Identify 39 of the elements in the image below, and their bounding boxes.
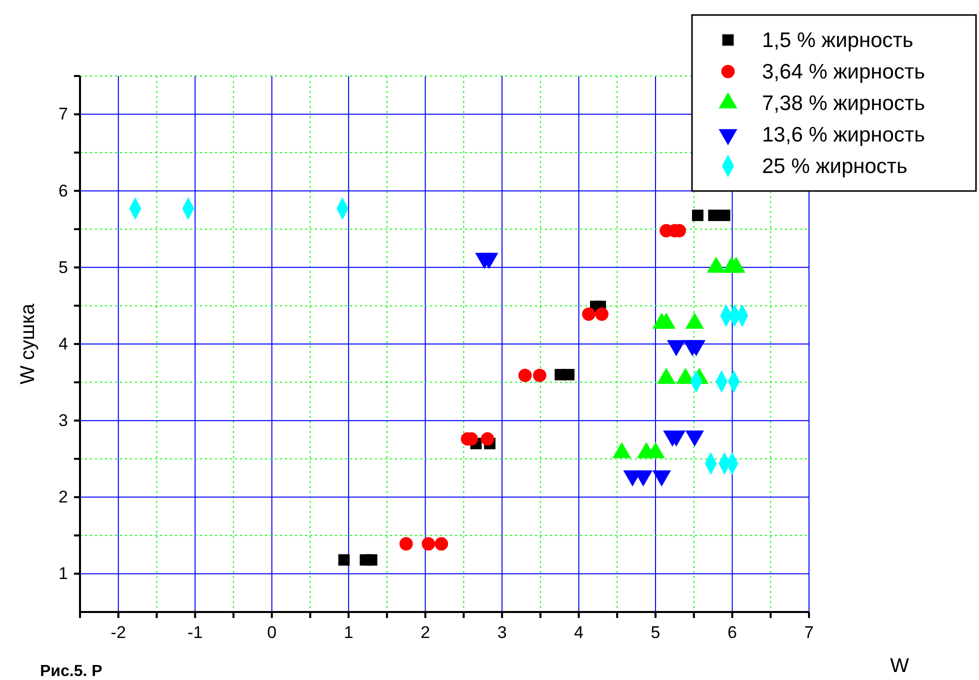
x-axis-title: W <box>890 655 910 677</box>
point <box>366 554 378 566</box>
point <box>718 210 730 222</box>
y-tick-label: 1 <box>58 564 68 584</box>
y-tick-label: 3 <box>58 411 68 430</box>
legend-label: 13,6 % жирность <box>762 124 926 146</box>
x-tick-label: 4 <box>574 623 584 642</box>
x-tick-label: -1 <box>188 623 203 642</box>
x-tick-label: 0 <box>267 623 277 642</box>
x-tick-label: 6 <box>728 623 737 642</box>
point <box>595 307 608 321</box>
point <box>338 554 350 566</box>
x-tick-label: -2 <box>110 623 126 642</box>
y-axis-title: W сушка <box>17 302 39 384</box>
legend-label: 7,38 % жирность <box>762 92 926 115</box>
y-tick-label: 6 <box>58 181 68 200</box>
legend-label: 3,64 % жирность <box>762 60 926 84</box>
x-tick-label: 5 <box>650 623 660 642</box>
point <box>532 368 546 382</box>
y-tick-label: 2 <box>58 488 68 507</box>
y-tick-label: 5 <box>58 258 68 277</box>
x-tick-label: 2 <box>420 623 430 642</box>
point <box>518 368 532 382</box>
point <box>582 307 596 321</box>
point <box>692 210 704 222</box>
point <box>422 537 436 551</box>
x-tick-label: 1 <box>344 623 354 642</box>
x-tick-label: 7 <box>804 623 814 642</box>
legend-label: 1,5 % жирность <box>762 29 914 52</box>
y-tick-label: 7 <box>58 104 68 124</box>
legend-label: 25 % жирность <box>762 155 908 178</box>
x-tick-label: 3 <box>497 623 507 642</box>
point <box>480 432 494 446</box>
point <box>563 368 575 380</box>
y-tick-label: 4 <box>58 334 68 354</box>
point <box>399 537 413 551</box>
point <box>434 537 448 551</box>
text: Рис.5. Р <box>40 663 103 680</box>
point <box>708 210 720 222</box>
